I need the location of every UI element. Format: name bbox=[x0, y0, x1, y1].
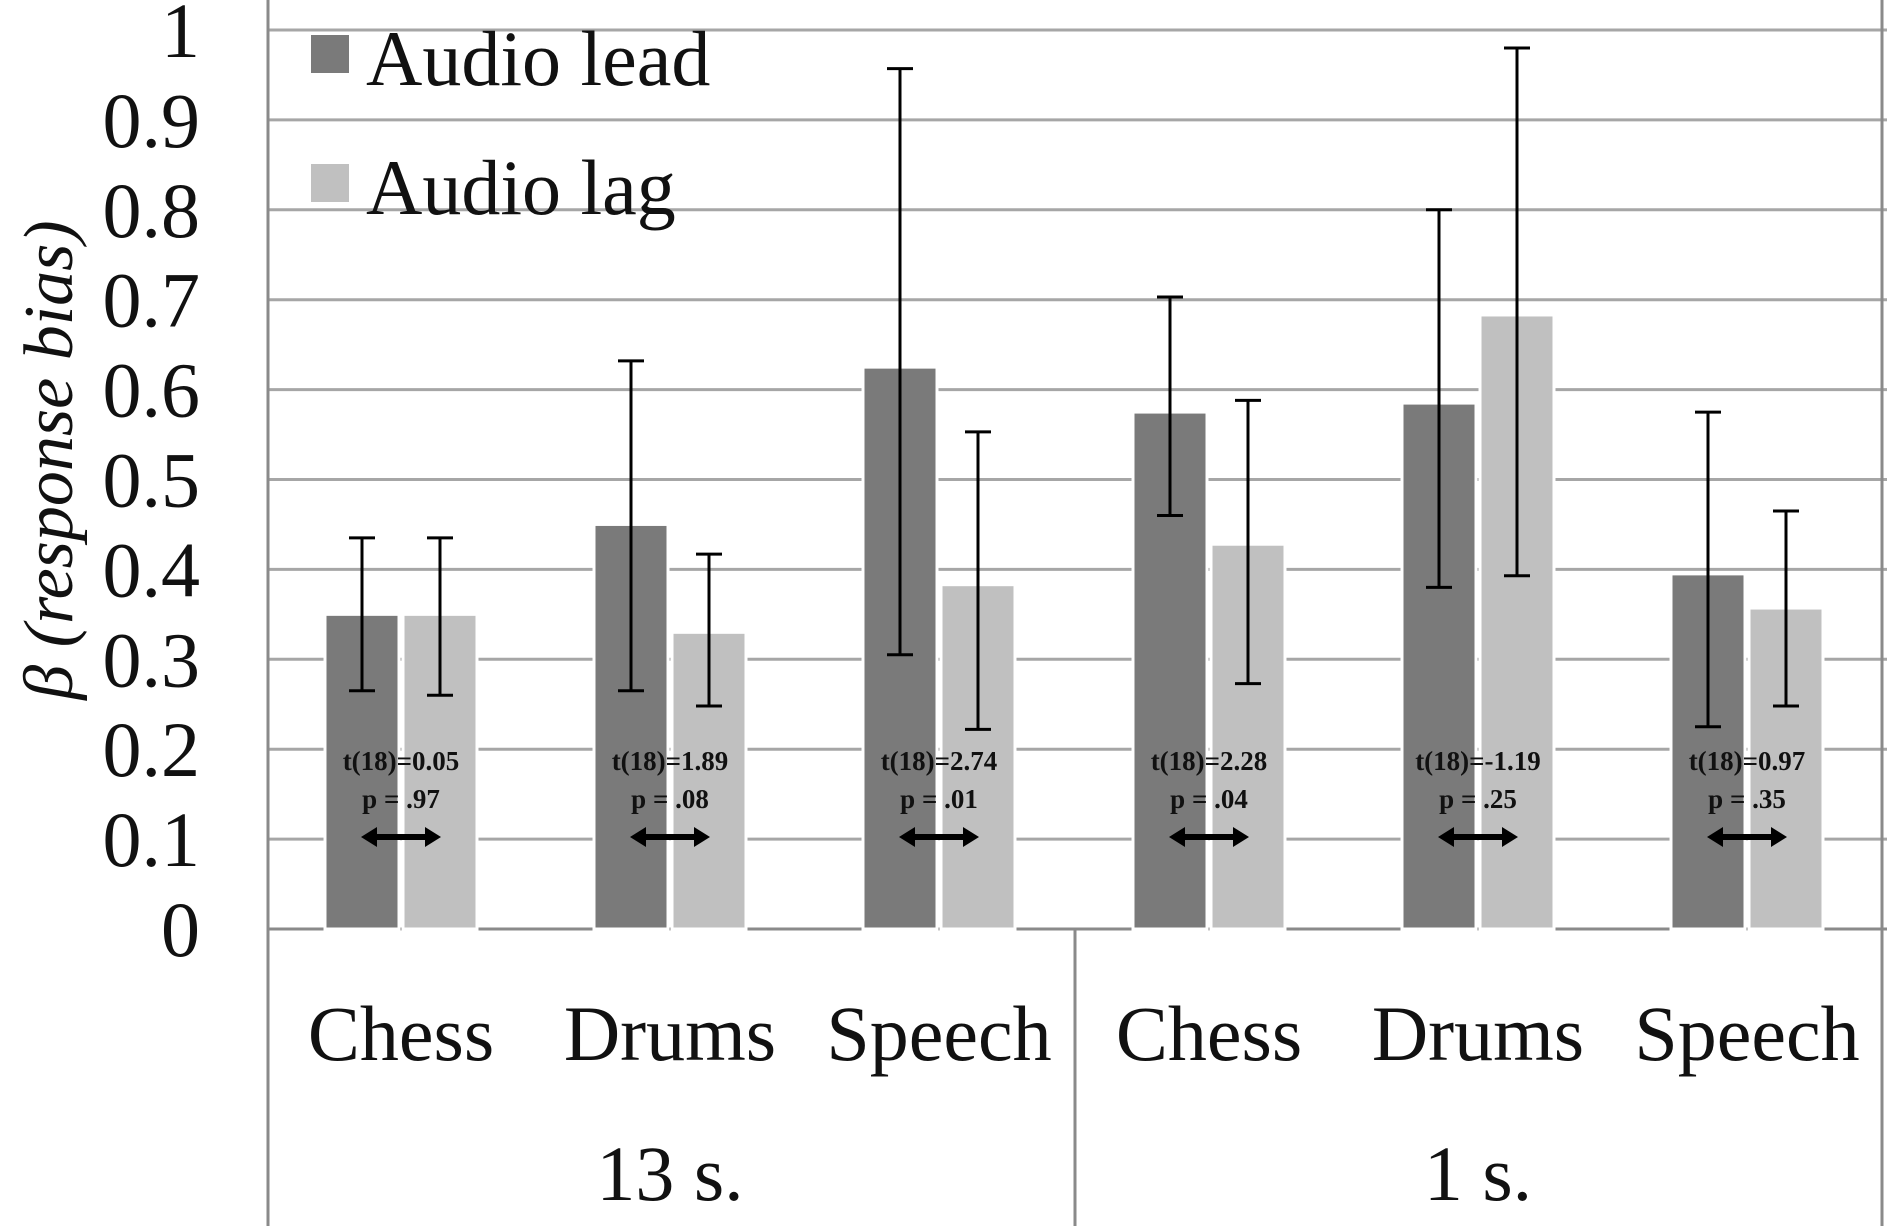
y-tick-label: 0 bbox=[161, 886, 200, 973]
error-bar bbox=[1426, 208, 1452, 589]
y-tick-label: 0.6 bbox=[103, 347, 201, 434]
bar-audio-lead bbox=[323, 612, 401, 931]
category-label: Chess bbox=[308, 990, 494, 1077]
annotations: t(18)=0.05 p = .97 t(18)=1.89 p = .08 t(18)=… bbox=[343, 746, 1806, 847]
category-label: Speech bbox=[826, 990, 1051, 1077]
p-value-label: p = .01 bbox=[900, 784, 978, 814]
legend-swatch-audio-lag bbox=[311, 164, 349, 202]
t-stat-label: t(18)=2.74 bbox=[881, 746, 998, 776]
t-stat-label: t(18)=-1.19 bbox=[1415, 746, 1541, 776]
y-tick-label: 0.5 bbox=[103, 437, 201, 524]
legend: Audio lead Audio lag bbox=[311, 15, 710, 231]
double-arrow-icon bbox=[899, 827, 979, 847]
p-value-label: p = .97 bbox=[362, 784, 440, 814]
y-tick-label: 0.7 bbox=[103, 257, 201, 344]
double-arrow-icon bbox=[630, 827, 710, 847]
error-bar bbox=[1773, 509, 1799, 708]
y-axis-label: β (response bias) bbox=[11, 220, 88, 701]
t-stat-label: t(18)=0.97 bbox=[1689, 746, 1806, 776]
error-bar bbox=[1235, 398, 1261, 686]
axes bbox=[266, 0, 1887, 1226]
error-bar bbox=[696, 552, 722, 708]
y-tick-label: 0.3 bbox=[103, 616, 201, 703]
y-tick-label: 1 bbox=[161, 0, 200, 74]
double-arrow-icon bbox=[1707, 827, 1787, 847]
double-arrow-icon bbox=[1169, 827, 1249, 847]
gridlines bbox=[268, 28, 1887, 841]
y-tick-label: 0.2 bbox=[103, 706, 201, 793]
error-bar bbox=[618, 359, 644, 693]
t-stat-label: t(18)=0.05 bbox=[343, 746, 460, 776]
error-bar bbox=[887, 67, 913, 657]
error-bars bbox=[349, 46, 1799, 731]
p-value-label: p = .04 bbox=[1170, 784, 1248, 814]
double-arrow-icon bbox=[361, 827, 441, 847]
category-labels: Chess Drums Speech Chess Drums Speech 13 s. 1 s… bbox=[308, 990, 1860, 1217]
legend-label-audio-lag: Audio lag bbox=[366, 144, 676, 231]
category-label: Speech bbox=[1634, 990, 1859, 1077]
category-label: Drums bbox=[564, 990, 776, 1077]
y-axis-label-symbol: β bbox=[11, 665, 88, 702]
y-tick-label: 0.4 bbox=[103, 526, 201, 613]
group-label: 13 s. bbox=[596, 1130, 743, 1217]
error-bar bbox=[1504, 46, 1530, 578]
y-tick-label: 0.1 bbox=[103, 796, 201, 883]
error-bar bbox=[1157, 295, 1183, 517]
error-bar bbox=[965, 430, 991, 731]
y-tick-label: 0.9 bbox=[103, 77, 201, 164]
category-label: Chess bbox=[1116, 990, 1302, 1077]
p-value-label: p = .35 bbox=[1708, 784, 1786, 814]
y-tick-labels: 00.10.20.30.40.50.60.70.80.91 bbox=[103, 0, 201, 973]
category-label: Drums bbox=[1372, 990, 1584, 1077]
error-bar bbox=[1695, 410, 1721, 729]
legend-label-audio-lead: Audio lead bbox=[366, 15, 710, 102]
double-arrow-icon bbox=[1438, 827, 1518, 847]
error-bar bbox=[349, 536, 375, 693]
y-tick-label: 0.8 bbox=[103, 167, 201, 254]
t-stat-label: t(18)=2.28 bbox=[1151, 746, 1268, 776]
p-value-label: p = .25 bbox=[1439, 784, 1517, 814]
error-bar bbox=[427, 536, 453, 697]
group-label: 1 s. bbox=[1424, 1130, 1532, 1217]
p-value-label: p = .08 bbox=[631, 784, 709, 814]
bars bbox=[323, 313, 1825, 931]
t-stat-label: t(18)=1.89 bbox=[612, 746, 729, 776]
legend-swatch-audio-lead bbox=[311, 35, 349, 73]
y-axis-label-text: (response bias) bbox=[11, 220, 88, 647]
